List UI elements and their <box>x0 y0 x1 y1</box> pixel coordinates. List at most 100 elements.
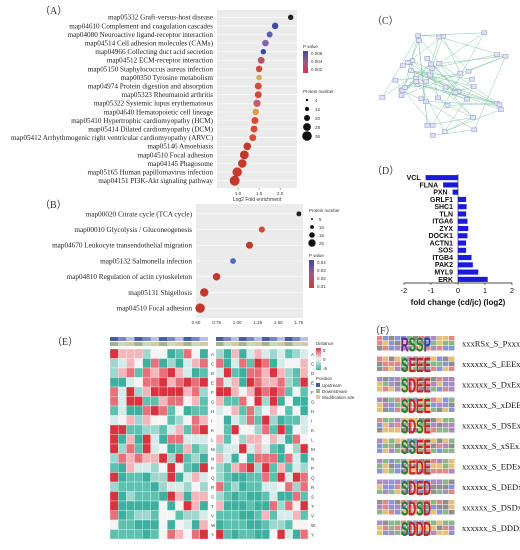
heatmap-left-cell <box>199 519 209 530</box>
heatmap-right-cell <box>238 500 247 511</box>
heatmap-right-cell <box>284 462 293 473</box>
heatmap-left-cell <box>126 510 135 521</box>
dot-a <box>287 14 294 20</box>
logo-glyph-block <box>449 464 455 469</box>
logo-glyph-block <box>395 341 401 346</box>
logo-core-letter: E <box>409 355 416 377</box>
logo-glyph-block <box>443 520 449 525</box>
heatmap-right-cell <box>238 405 247 416</box>
logo-glyph-block <box>413 505 419 510</box>
heatmap-left-annotation-cell <box>110 337 119 341</box>
logo-glyph-block <box>401 464 407 469</box>
logo-glyph-block <box>389 382 395 387</box>
logo-glyph-block <box>389 464 395 469</box>
heatmap-left-cell <box>142 510 151 521</box>
heatmap-left-cell <box>158 358 168 369</box>
heatmap-right-row-label: E <box>311 381 314 386</box>
pathway-label-b: map04510 Focal adhesion <box>117 305 193 313</box>
heatmap-right-cell <box>284 377 293 388</box>
logo-core-letter: E <box>424 416 431 438</box>
heatmap-right-cell <box>215 415 224 426</box>
heatmap-right-cell <box>215 358 224 369</box>
heatmap-left-cell <box>126 367 135 378</box>
heatmap-right-cell <box>223 519 232 530</box>
logo-glyph-block <box>437 361 443 366</box>
logo-glyph-block <box>383 341 389 346</box>
heatmap-left-cell <box>109 443 119 454</box>
logo-glyph-block <box>413 356 419 361</box>
gene-label-d: ITGB4 <box>432 255 453 262</box>
logo-glyph-block <box>407 377 413 382</box>
heatmap-left-cell <box>142 377 151 388</box>
heatmap-left-cell <box>118 462 127 473</box>
logo-glyph-block <box>401 525 407 530</box>
heatmap-right-cell <box>300 519 309 530</box>
heatmap-left-row-label: R <box>211 485 215 490</box>
logo-glyph-block <box>389 448 395 453</box>
heatmap-right-cell <box>277 443 286 454</box>
heatmap-right-cell <box>246 358 255 369</box>
logo-glyph-block <box>377 530 383 535</box>
logo-glyph-block <box>449 479 455 484</box>
logo-glyph-block <box>431 525 437 530</box>
logo-glyph-block <box>395 459 401 464</box>
heatmap-left-cell <box>142 358 151 369</box>
heatmap-left-cell <box>118 424 127 435</box>
motif-label: xxxxxx_S_xDEExx <box>462 400 520 410</box>
heatmap-left-cell <box>175 367 184 378</box>
heatmap-right-annotation-cell <box>262 337 270 341</box>
logo-glyph-block <box>407 525 413 530</box>
heatmap-right-cell <box>254 510 263 521</box>
pathway-label-a: map05146 Amoebiasis <box>147 143 213 151</box>
heatmap-right-cell <box>246 348 255 359</box>
heatmap-right-cell <box>284 481 293 492</box>
heatmap-right-cell <box>231 453 240 464</box>
logo-glyph-block <box>389 361 395 366</box>
logo-glyph-block <box>431 443 437 448</box>
logo-core-letter: D <box>408 375 416 397</box>
heatmap-right-cell <box>215 424 224 435</box>
heatmap-right-cell <box>292 434 301 445</box>
heatmap-left-annotation-cell <box>183 337 192 341</box>
logo-glyph-block <box>437 510 443 515</box>
bar-d <box>425 175 458 181</box>
logo-glyph-block <box>401 361 407 366</box>
heatmap-right-annotation-cell <box>231 342 239 346</box>
heatmap-left-cell <box>118 396 127 407</box>
logo-glyph-block <box>383 489 389 494</box>
heatmap-left-cell <box>150 519 160 530</box>
network-edge <box>416 63 440 82</box>
logo-glyph-block <box>413 336 419 341</box>
gene-label-d: FLNA <box>419 182 438 189</box>
heatmap-left-cell <box>175 510 184 521</box>
heatmap-left-cell <box>150 405 160 416</box>
network-node <box>429 66 436 71</box>
network-edge <box>417 35 428 126</box>
heatmap-left-cell <box>109 491 119 502</box>
logo-glyph-block <box>407 443 413 448</box>
pathway-label-a: map04080 Neuroactive ligand-receptor int… <box>68 31 214 39</box>
heatmap-left-row-label: T <box>211 504 214 509</box>
logo-glyph-block <box>401 382 407 387</box>
heatmap-right-cell <box>231 424 240 435</box>
dot-b <box>212 272 221 281</box>
logo-glyph-block <box>425 428 431 433</box>
logo-glyph-block <box>401 418 407 423</box>
heatmap-right-cell <box>284 358 293 369</box>
network-edge <box>411 70 474 87</box>
heatmap-right-cell <box>292 491 301 502</box>
heatmap-left-cell <box>199 367 209 378</box>
heatmap-left-cell <box>126 453 135 464</box>
heatmap-right-cell <box>284 529 293 540</box>
panel-label-a: （A） <box>40 6 68 17</box>
heatmap-right-cell <box>238 396 247 407</box>
heatmap-right-cell <box>300 462 309 473</box>
heatmap-left-cell <box>167 434 176 445</box>
logo-core-letter: E <box>416 396 423 418</box>
logo-glyph-block <box>395 423 401 428</box>
heatmap-right-row-label: T <box>311 504 314 509</box>
heatmap-right-cell <box>261 396 270 407</box>
gene-label-d: GRLF1 <box>430 197 453 204</box>
network-edge <box>417 35 468 100</box>
